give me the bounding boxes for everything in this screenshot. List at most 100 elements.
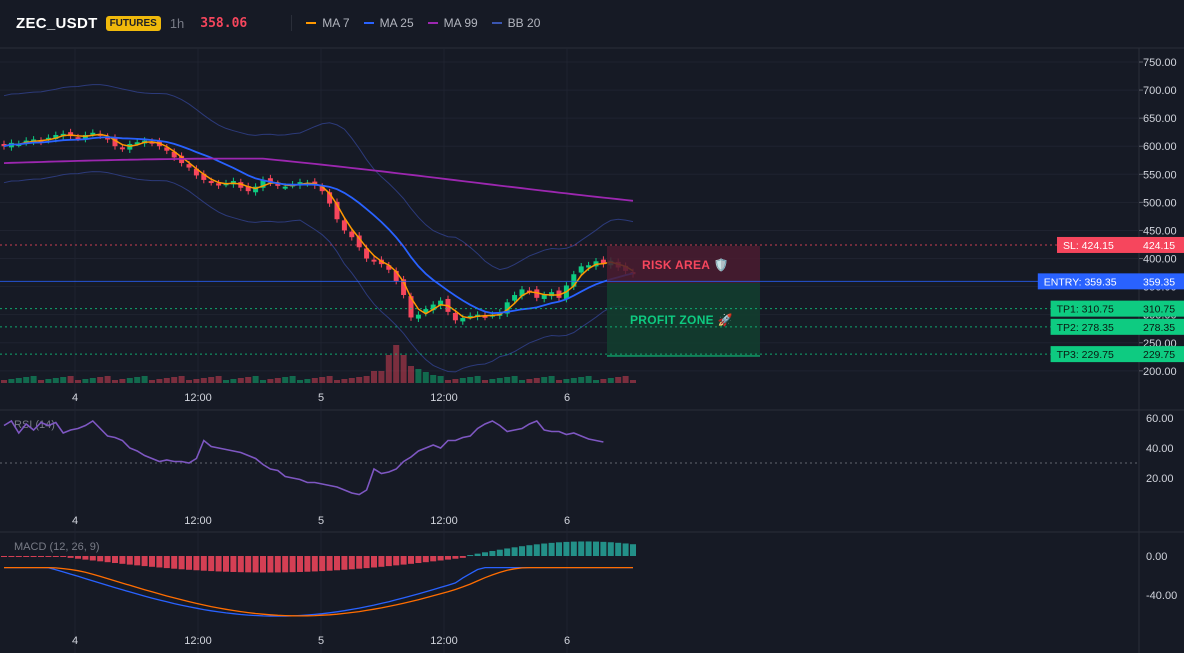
macd-hist-bar xyxy=(400,556,407,565)
timeframe-label[interactable]: 1h xyxy=(169,15,185,31)
risk-area-box[interactable] xyxy=(607,246,760,283)
candle-body[interactable] xyxy=(401,279,407,296)
macd-hist-bar xyxy=(119,556,126,564)
time-label: 5 xyxy=(318,515,324,527)
level-axis-value-tp3: 229.75 xyxy=(1143,349,1175,361)
candle-body[interactable] xyxy=(238,182,244,188)
candle-body[interactable] xyxy=(105,136,111,140)
macd-hist-bar xyxy=(630,544,636,556)
candle-body[interactable] xyxy=(600,259,606,265)
candle-body[interactable] xyxy=(1,143,7,147)
volume-bar xyxy=(385,355,392,383)
candle-body[interactable] xyxy=(334,201,340,220)
candle-body[interactable] xyxy=(119,147,125,150)
candle-body[interactable] xyxy=(386,265,392,270)
candle-body[interactable] xyxy=(53,134,59,139)
candle-body[interactable] xyxy=(423,309,429,313)
candle-body[interactable] xyxy=(512,295,518,301)
candle-body[interactable] xyxy=(112,137,118,147)
volume-bar xyxy=(363,376,370,383)
candle-body[interactable] xyxy=(149,141,155,144)
macd-line xyxy=(4,566,633,617)
candle-body[interactable] xyxy=(438,300,444,306)
macd-hist-bar xyxy=(97,556,104,562)
candle-body[interactable] xyxy=(275,183,281,186)
candle-body[interactable] xyxy=(452,312,458,321)
candle-body[interactable] xyxy=(556,290,562,298)
candle-body[interactable] xyxy=(482,315,488,318)
candle-body[interactable] xyxy=(327,192,333,204)
volume-bar xyxy=(30,376,37,383)
candle-body[interactable] xyxy=(134,142,140,145)
macd-hist-bar xyxy=(593,541,599,556)
macd-hist-bar xyxy=(371,556,377,568)
level-axis-tag-tp1 xyxy=(1139,300,1184,317)
candle-body[interactable] xyxy=(193,168,199,176)
candle-body[interactable] xyxy=(208,181,214,184)
candle-body[interactable] xyxy=(201,173,207,180)
candle-body[interactable] xyxy=(75,137,81,140)
time-label: 12:00 xyxy=(184,515,212,527)
candle-body[interactable] xyxy=(253,186,259,193)
volume-bar xyxy=(526,379,533,383)
legend-ma25[interactable]: MA 25 xyxy=(363,16,414,30)
price-tick-label: 700.00 xyxy=(1143,85,1177,97)
candle-body[interactable] xyxy=(260,179,266,188)
candle-body[interactable] xyxy=(356,235,362,248)
candle-body[interactable] xyxy=(90,132,96,135)
candle-body[interactable] xyxy=(23,140,29,143)
macd-hist-bar xyxy=(282,556,289,573)
candle-body[interactable] xyxy=(460,318,466,322)
candle-body[interactable] xyxy=(341,220,347,231)
macd-hist-bar xyxy=(622,543,629,556)
candle-body[interactable] xyxy=(504,302,510,314)
time-label: 12:00 xyxy=(430,635,458,647)
candle-body[interactable] xyxy=(349,231,355,238)
candle-body[interactable] xyxy=(267,178,273,183)
candle-body[interactable] xyxy=(578,266,584,273)
candle-body[interactable] xyxy=(408,296,414,318)
candle-body[interactable] xyxy=(571,274,577,287)
volume-bar xyxy=(237,378,244,383)
volume-bar xyxy=(541,377,548,383)
legend-ma7[interactable]: MA 7 xyxy=(306,16,350,30)
volume-bar xyxy=(156,379,163,383)
candle-body[interactable] xyxy=(282,186,288,189)
volume-bar xyxy=(482,380,488,383)
symbol-name[interactable]: ZEC_USDT xyxy=(16,14,98,32)
volume-bar xyxy=(341,379,348,383)
candle-body[interactable] xyxy=(534,289,540,298)
candle-body[interactable] xyxy=(319,186,325,192)
legend-ma99[interactable]: MA 99 xyxy=(427,16,478,30)
level-axis-value-tp2: 278.35 xyxy=(1143,322,1175,334)
candle-body[interactable] xyxy=(31,139,37,142)
profit-zone-box[interactable] xyxy=(607,283,760,356)
candle-body[interactable] xyxy=(216,183,222,186)
candle-body[interactable] xyxy=(519,289,525,297)
volume-bar xyxy=(622,376,629,383)
candle-body[interactable] xyxy=(45,137,51,141)
candle-body[interactable] xyxy=(68,132,74,137)
candle-body[interactable] xyxy=(171,151,177,158)
legend-bb20[interactable]: BB 20 xyxy=(491,16,540,30)
candle-body[interactable] xyxy=(393,270,399,281)
candle-body[interactable] xyxy=(364,248,370,259)
candlesticks[interactable] xyxy=(1,128,636,325)
candle-body[interactable] xyxy=(186,164,192,168)
rsi-tick-label: 60.00 xyxy=(1146,413,1174,425)
candle-body[interactable] xyxy=(541,295,547,299)
candle-body[interactable] xyxy=(430,304,436,311)
macd-hist-bar xyxy=(200,556,207,571)
candle-body[interactable] xyxy=(164,147,170,151)
candle-body[interactable] xyxy=(467,315,473,318)
candle-body[interactable] xyxy=(371,259,377,262)
candle-body[interactable] xyxy=(586,265,592,268)
macd-hist-bar xyxy=(75,556,81,559)
volume-bar xyxy=(467,377,474,383)
candle-body[interactable] xyxy=(415,314,421,319)
volume-bar xyxy=(489,379,496,383)
candle-body[interactable] xyxy=(245,186,251,192)
candle-body[interactable] xyxy=(549,292,555,297)
time-axis-main[interactable]: 4 12:00 5 12:00 6 xyxy=(72,392,570,404)
